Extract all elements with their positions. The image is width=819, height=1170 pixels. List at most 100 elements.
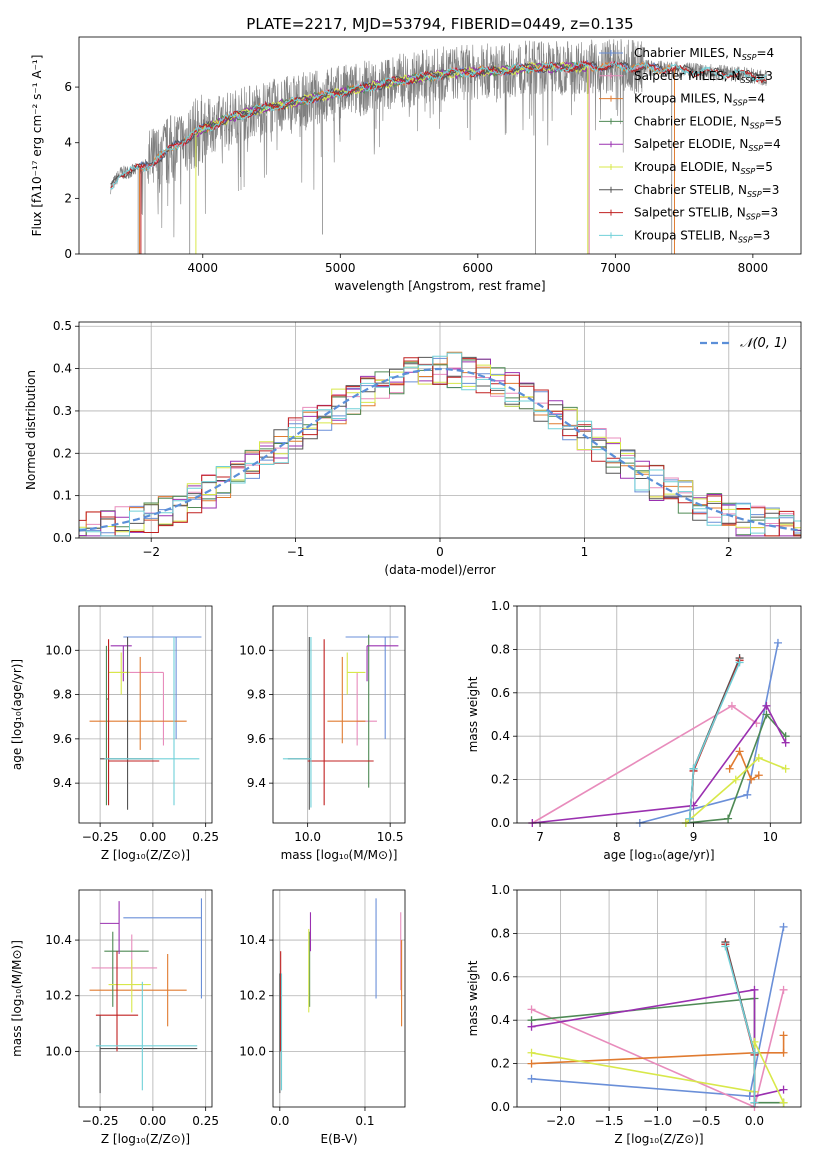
x-axis-label: E(B-V) — [320, 1132, 357, 1146]
y-tick-label: 0.0 — [491, 1100, 510, 1114]
y-tick-label: 0.0 — [491, 816, 510, 830]
weight-marker-chabrier_miles — [779, 922, 788, 931]
y-tick-label: 10.0 — [239, 1044, 266, 1058]
y-tick-label: 9.4 — [247, 776, 266, 790]
weight-marker-kroupa_elodie — [779, 1098, 788, 1107]
weight-marker-salpeter_miles — [779, 985, 788, 994]
x-tick-label: 2 — [725, 545, 733, 559]
legend-label-kroupa_miles: Kroupa MILES, NSSP=4 — [634, 92, 765, 108]
legend-label-kroupa_elodie: Kroupa ELODIE, NSSP=5 — [634, 160, 773, 176]
x-tick-label: 8 — [613, 830, 621, 844]
weight-marker-kroupa_stelib — [750, 1048, 759, 1057]
weight-marker-kroupa_stelib — [685, 814, 694, 823]
x-tick-label: 0.0 — [745, 1114, 764, 1128]
y-axis-label: Flux [fλ10⁻¹⁷ erg cm⁻² s⁻¹ A⁻¹] — [30, 55, 44, 237]
axes-frame — [78, 605, 213, 824]
y-tick-label: 6 — [64, 80, 72, 94]
weight-marker-kroupa_stelib — [750, 1098, 759, 1107]
y-tick-label: 9.8 — [247, 688, 266, 702]
weight-marker-salpeter_elodie — [750, 985, 759, 994]
x-axis-label: Z [log₁₀(Z/Z⊙)] — [101, 1132, 190, 1146]
weight-marker-kroupa_miles — [747, 775, 756, 784]
weight-marker-kroupa_miles — [735, 747, 744, 756]
y-tick-label: 0.0 — [53, 531, 72, 545]
weight-marker-kroupa_miles — [754, 771, 763, 780]
y-tick-label: 0.4 — [491, 729, 510, 743]
weight-marker-salpeter_elodie — [779, 1085, 788, 1094]
weight-line-kroupa_elodie — [685, 756, 786, 824]
histogram-salpeter_stelib — [79, 357, 801, 537]
weight-line-kroupa_stelib — [688, 662, 741, 819]
x-tick-label: 9 — [690, 830, 698, 844]
weight-marker-chabrier_elodie — [724, 814, 733, 823]
axes-frame — [516, 605, 802, 824]
x-tick-label: −0.25 — [82, 830, 119, 844]
histogram-kroupa_elodie — [79, 364, 801, 533]
y-tick-label: 9.6 — [247, 732, 266, 746]
weight-marker-kroupa_miles — [779, 1031, 788, 1040]
weight-marker-chabrier_miles — [743, 790, 752, 799]
x-tick-label: 7000 — [600, 261, 631, 275]
normal-distribution-curve — [78, 367, 802, 532]
y-tick-label: 1.0 — [491, 599, 510, 613]
weight-line-chabrier_stelib — [724, 941, 756, 1103]
y-tick-label: 0.2 — [491, 773, 510, 787]
y-tick-label: 1.0 — [491, 883, 510, 897]
y-tick-label: 0.2 — [491, 1057, 510, 1071]
y-tick-label: 10.4 — [239, 933, 266, 947]
figure-title: PLATE=2217, MJD=53794, FIBERID=0449, z=0… — [246, 15, 633, 33]
axes-frame — [78, 321, 802, 539]
x-tick-label: 0.0 — [270, 1114, 289, 1128]
y-tick-label: 0.4 — [53, 362, 72, 376]
weight-line-kroupa_stelib — [724, 946, 756, 1103]
y-tick-label: 0.6 — [491, 686, 510, 700]
y-tick-label: 0.5 — [53, 319, 72, 333]
x-tick-label: 10 — [763, 830, 778, 844]
legend-label-normal: 𝒩(0, 1) — [740, 336, 787, 351]
y-tick-label: 4 — [64, 136, 72, 150]
model-spectrum-kroupa_elodie — [195, 61, 588, 136]
x-tick-label: −2.0 — [546, 1114, 575, 1128]
x-tick-label: −1.5 — [595, 1114, 624, 1128]
x-axis-label: mass [log₁₀(M/M⊙)] — [281, 848, 398, 862]
y-tick-label: 0.6 — [491, 970, 510, 984]
legend-label-chabrier_elodie: Chabrier ELODIE, NSSP=5 — [634, 114, 782, 130]
histogram-kroupa_stelib — [79, 352, 801, 537]
x-tick-label: −2 — [142, 545, 160, 559]
weight-line-salpeter_stelib — [724, 944, 756, 1103]
weight-marker-salpeter_elodie — [762, 701, 771, 710]
legend-label-salpeter_stelib: Salpeter STELIB, NSSP=3 — [634, 206, 778, 222]
y-tick-label: 9.8 — [53, 688, 72, 702]
x-tick-label: 0.25 — [192, 830, 219, 844]
x-tick-label: 8000 — [738, 261, 769, 275]
x-axis-label: Z [log₁₀(Z/Z⊙)] — [101, 848, 190, 862]
y-tick-label: 10.0 — [45, 643, 72, 657]
x-tick-label: 5000 — [325, 261, 356, 275]
weight-marker-kroupa_miles — [725, 764, 734, 773]
y-axis-label: Normed distribution — [24, 370, 38, 490]
x-tick-label: 4000 — [187, 261, 218, 275]
x-tick-label: 7 — [536, 830, 544, 844]
x-tick-label: 10.0 — [294, 830, 321, 844]
weight-marker-salpeter_miles — [527, 1005, 536, 1014]
x-axis-label: Z [log₁₀(Z/Z⊙)] — [614, 1132, 703, 1146]
weight-marker-salpeter_elodie — [781, 738, 790, 747]
y-tick-label: 9.4 — [53, 776, 72, 790]
y-tick-label: 10.2 — [45, 989, 72, 1003]
x-tick-label: −0.5 — [691, 1114, 720, 1128]
y-tick-label: 0.3 — [53, 404, 72, 418]
x-tick-label: 0.00 — [140, 830, 167, 844]
x-tick-label: 0 — [436, 545, 444, 559]
weight-line-chabrier_stelib — [688, 657, 741, 819]
x-tick-label: 0.1 — [355, 1114, 374, 1128]
legend-label-salpeter_miles: Salpeter MILES, NSSP=3 — [634, 69, 773, 85]
legend-label-salpeter_elodie: Salpeter ELODIE, NSSP=4 — [634, 137, 781, 153]
weight-marker-kroupa_miles — [527, 1059, 536, 1068]
y-tick-label: 0 — [64, 247, 72, 261]
histogram-kroupa_miles — [79, 351, 801, 537]
y-axis-label: mass weight — [466, 960, 480, 1036]
x-tick-label: 1 — [581, 545, 589, 559]
y-tick-label: 0.8 — [491, 642, 510, 656]
weight-marker-salpeter_elodie — [527, 1022, 536, 1031]
x-tick-label: 6000 — [463, 261, 494, 275]
